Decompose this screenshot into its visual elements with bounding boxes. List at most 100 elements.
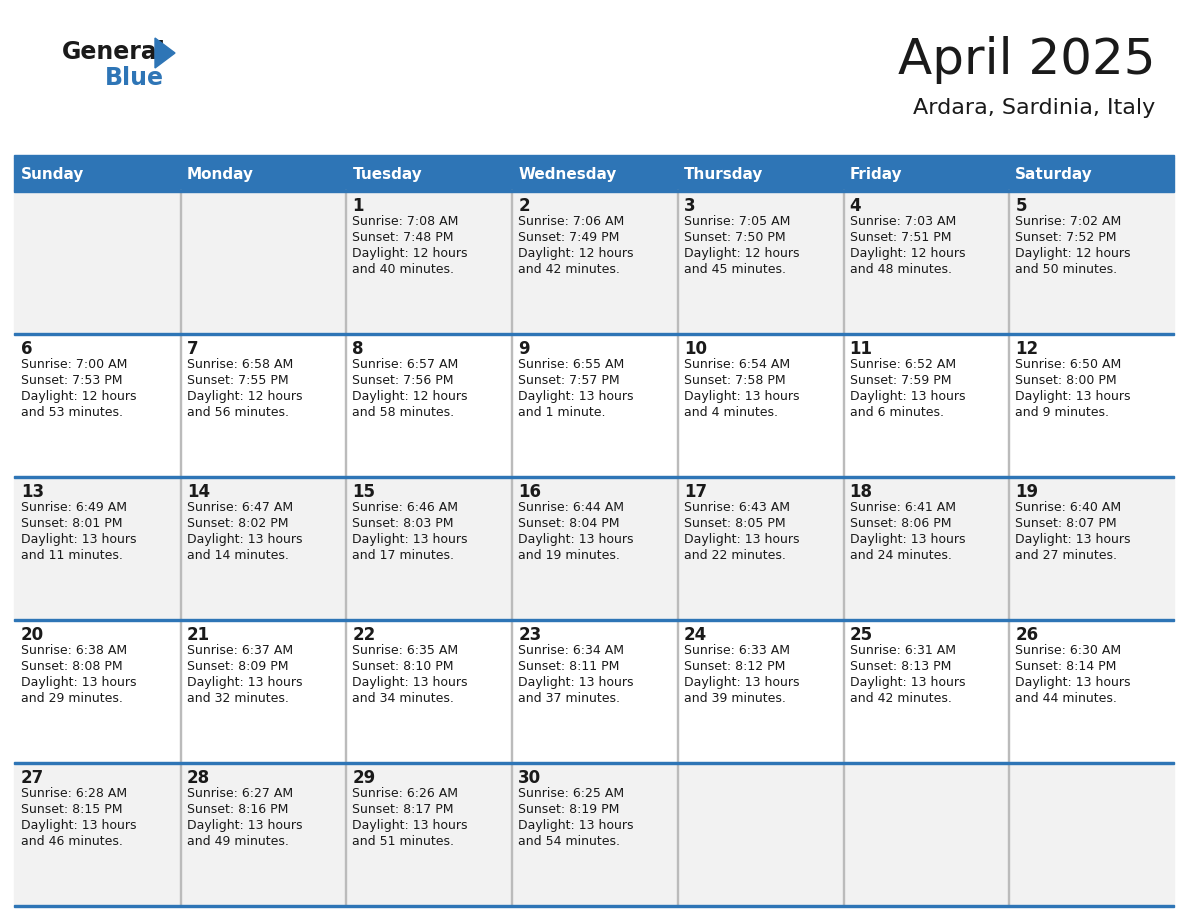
Text: and 45 minutes.: and 45 minutes.: [684, 263, 785, 276]
Text: Sunset: 8:02 PM: Sunset: 8:02 PM: [187, 517, 289, 530]
Text: Sunday: Sunday: [21, 166, 84, 182]
Text: Daylight: 13 hours: Daylight: 13 hours: [849, 390, 965, 403]
Text: Sunset: 8:08 PM: Sunset: 8:08 PM: [21, 660, 122, 673]
Text: Sunrise: 6:40 AM: Sunrise: 6:40 AM: [1016, 501, 1121, 514]
Text: 17: 17: [684, 483, 707, 501]
Text: Sunrise: 6:44 AM: Sunrise: 6:44 AM: [518, 501, 624, 514]
Text: and 50 minutes.: and 50 minutes.: [1016, 263, 1118, 276]
Text: 20: 20: [21, 626, 44, 644]
Text: Sunrise: 6:35 AM: Sunrise: 6:35 AM: [353, 644, 459, 657]
Bar: [14, 476, 1174, 478]
Text: and 4 minutes.: and 4 minutes.: [684, 406, 778, 419]
Text: Daylight: 13 hours: Daylight: 13 hours: [353, 819, 468, 832]
Text: Sunset: 8:14 PM: Sunset: 8:14 PM: [1016, 660, 1117, 673]
Text: Monday: Monday: [187, 166, 254, 182]
Bar: [677, 158, 842, 190]
Text: and 39 minutes.: and 39 minutes.: [684, 692, 785, 705]
Text: Daylight: 13 hours: Daylight: 13 hours: [187, 533, 302, 546]
Text: and 48 minutes.: and 48 minutes.: [849, 263, 952, 276]
Text: Daylight: 13 hours: Daylight: 13 hours: [518, 533, 633, 546]
Text: 24: 24: [684, 626, 707, 644]
Text: 6: 6: [21, 340, 32, 358]
Text: Sunset: 8:12 PM: Sunset: 8:12 PM: [684, 660, 785, 673]
Text: and 46 minutes.: and 46 minutes.: [21, 835, 122, 848]
Text: Daylight: 13 hours: Daylight: 13 hours: [21, 676, 137, 689]
Text: Daylight: 13 hours: Daylight: 13 hours: [684, 676, 800, 689]
Text: and 14 minutes.: and 14 minutes.: [187, 549, 289, 562]
Text: Sunset: 7:57 PM: Sunset: 7:57 PM: [518, 374, 620, 387]
Bar: [14, 762, 1174, 905]
Text: Daylight: 13 hours: Daylight: 13 hours: [684, 390, 800, 403]
Text: Sunset: 7:49 PM: Sunset: 7:49 PM: [518, 231, 619, 244]
Text: 25: 25: [849, 626, 873, 644]
Text: Sunrise: 6:54 AM: Sunrise: 6:54 AM: [684, 358, 790, 371]
Text: Daylight: 13 hours: Daylight: 13 hours: [1016, 676, 1131, 689]
Bar: [14, 190, 1174, 192]
Text: Sunset: 8:06 PM: Sunset: 8:06 PM: [849, 517, 952, 530]
Text: Sunrise: 6:38 AM: Sunrise: 6:38 AM: [21, 644, 127, 657]
Text: 19: 19: [1016, 483, 1038, 501]
Text: Sunrise: 6:27 AM: Sunrise: 6:27 AM: [187, 787, 292, 800]
Text: 27: 27: [21, 769, 44, 787]
Text: Sunrise: 6:52 AM: Sunrise: 6:52 AM: [849, 358, 955, 371]
Text: and 9 minutes.: and 9 minutes.: [1016, 406, 1110, 419]
Bar: [14, 333, 1174, 335]
Text: Daylight: 12 hours: Daylight: 12 hours: [187, 390, 302, 403]
Text: Sunrise: 7:05 AM: Sunrise: 7:05 AM: [684, 215, 790, 228]
Bar: [511, 158, 677, 190]
Text: and 54 minutes.: and 54 minutes.: [518, 835, 620, 848]
Bar: [179, 158, 346, 190]
Text: Sunset: 7:52 PM: Sunset: 7:52 PM: [1016, 231, 1117, 244]
Text: Sunset: 8:00 PM: Sunset: 8:00 PM: [1016, 374, 1117, 387]
Text: Sunset: 7:51 PM: Sunset: 7:51 PM: [849, 231, 952, 244]
Text: Sunrise: 6:34 AM: Sunrise: 6:34 AM: [518, 644, 624, 657]
Text: 1: 1: [353, 197, 364, 215]
Text: and 58 minutes.: and 58 minutes.: [353, 406, 455, 419]
Bar: [14, 155, 1174, 158]
Text: Sunrise: 6:47 AM: Sunrise: 6:47 AM: [187, 501, 292, 514]
Text: Sunrise: 6:50 AM: Sunrise: 6:50 AM: [1016, 358, 1121, 371]
Text: Sunset: 8:16 PM: Sunset: 8:16 PM: [187, 803, 287, 816]
Text: Sunset: 7:48 PM: Sunset: 7:48 PM: [353, 231, 454, 244]
Text: Sunset: 8:19 PM: Sunset: 8:19 PM: [518, 803, 619, 816]
Text: and 42 minutes.: and 42 minutes.: [518, 263, 620, 276]
Text: and 51 minutes.: and 51 minutes.: [353, 835, 455, 848]
Text: 2: 2: [518, 197, 530, 215]
Text: Sunset: 8:01 PM: Sunset: 8:01 PM: [21, 517, 122, 530]
Text: Sunrise: 7:00 AM: Sunrise: 7:00 AM: [21, 358, 127, 371]
Bar: [14, 619, 1174, 621]
Text: Daylight: 12 hours: Daylight: 12 hours: [1016, 247, 1131, 260]
Text: 22: 22: [353, 626, 375, 644]
Polygon shape: [154, 38, 175, 68]
Text: Daylight: 12 hours: Daylight: 12 hours: [353, 390, 468, 403]
Text: 13: 13: [21, 483, 44, 501]
Text: 4: 4: [849, 197, 861, 215]
Bar: [1009, 158, 1174, 190]
Text: Daylight: 12 hours: Daylight: 12 hours: [684, 247, 800, 260]
Text: and 53 minutes.: and 53 minutes.: [21, 406, 124, 419]
Text: Sunset: 7:58 PM: Sunset: 7:58 PM: [684, 374, 785, 387]
Text: Thursday: Thursday: [684, 166, 763, 182]
Bar: [14, 905, 1174, 907]
Text: 3: 3: [684, 197, 695, 215]
Text: Daylight: 13 hours: Daylight: 13 hours: [1016, 390, 1131, 403]
Text: Sunset: 8:15 PM: Sunset: 8:15 PM: [21, 803, 122, 816]
Text: 5: 5: [1016, 197, 1026, 215]
Text: Saturday: Saturday: [1016, 166, 1093, 182]
Text: Sunrise: 6:43 AM: Sunrise: 6:43 AM: [684, 501, 790, 514]
Text: Sunrise: 7:03 AM: Sunrise: 7:03 AM: [849, 215, 956, 228]
Text: Sunrise: 7:08 AM: Sunrise: 7:08 AM: [353, 215, 459, 228]
Text: Sunrise: 7:02 AM: Sunrise: 7:02 AM: [1016, 215, 1121, 228]
Text: 8: 8: [353, 340, 364, 358]
Text: and 6 minutes.: and 6 minutes.: [849, 406, 943, 419]
Text: and 49 minutes.: and 49 minutes.: [187, 835, 289, 848]
Text: Sunrise: 6:30 AM: Sunrise: 6:30 AM: [1016, 644, 1121, 657]
Text: and 19 minutes.: and 19 minutes.: [518, 549, 620, 562]
Text: and 1 minute.: and 1 minute.: [518, 406, 606, 419]
Bar: [346, 158, 511, 190]
Text: Sunset: 8:13 PM: Sunset: 8:13 PM: [849, 660, 950, 673]
Text: 30: 30: [518, 769, 542, 787]
Text: and 40 minutes.: and 40 minutes.: [353, 263, 455, 276]
Text: 16: 16: [518, 483, 542, 501]
Text: Sunset: 8:17 PM: Sunset: 8:17 PM: [353, 803, 454, 816]
